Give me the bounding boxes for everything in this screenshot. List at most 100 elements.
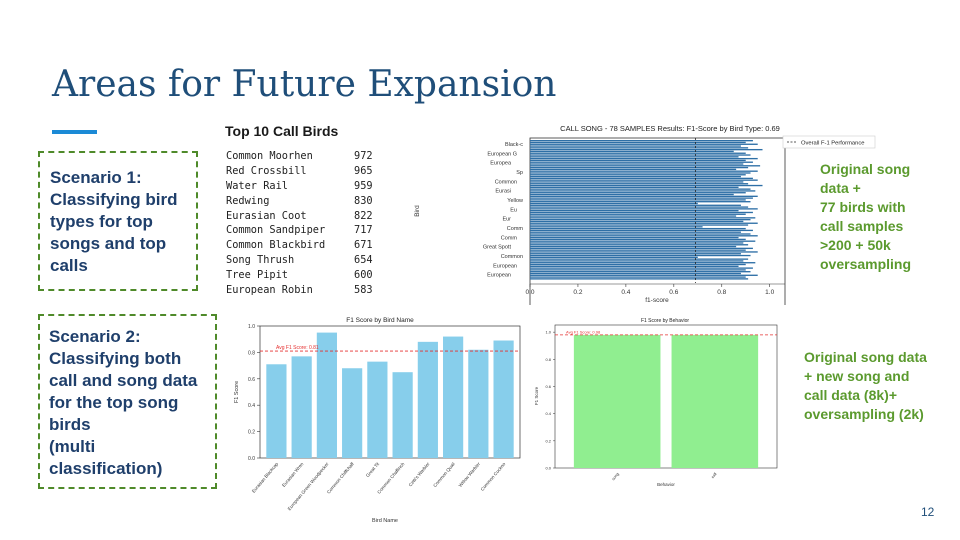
bar bbox=[530, 272, 741, 275]
note-line: Original song data bbox=[804, 349, 927, 365]
bar bbox=[530, 251, 758, 253]
x-tick-label: European Green Woodpecker bbox=[287, 461, 330, 511]
bar bbox=[530, 143, 758, 145]
note-line: + new song and bbox=[804, 368, 910, 384]
y-tick-label: 0.8 bbox=[545, 357, 551, 362]
top-calls-list: Common Moorhen 972 Red Crossbill 965 Water… bbox=[226, 150, 373, 299]
y-tick-label: Black-c bbox=[505, 142, 523, 148]
bar bbox=[530, 235, 758, 237]
reference-label: Avg F1 Score: 0.81 bbox=[276, 345, 319, 351]
bar bbox=[530, 254, 751, 257]
y-axis-label: F1 Score bbox=[234, 381, 240, 403]
scenario-2-line: Classifying both bbox=[49, 349, 182, 368]
y-axis: 0.0 0.2 0.4 0.6 0.8 1.0 bbox=[248, 324, 260, 462]
bar bbox=[530, 184, 763, 187]
y-axis-label: F1 Score bbox=[534, 386, 539, 405]
scenario-1-line: types for top bbox=[50, 212, 153, 231]
bird-name: Eurasian Coot bbox=[226, 209, 307, 222]
x-tick-label: Great Tit bbox=[365, 461, 381, 478]
y-tick-label: European bbox=[493, 263, 517, 269]
bar bbox=[530, 210, 739, 212]
y-tick-label: 0.4 bbox=[545, 411, 551, 416]
reference-label: Avg F1 Score: 0.98 bbox=[566, 329, 601, 334]
bar bbox=[266, 364, 287, 458]
bar bbox=[530, 258, 749, 260]
plot-frame bbox=[259, 325, 521, 459]
y-tick-label: 0.8 bbox=[248, 350, 255, 356]
bar bbox=[530, 195, 758, 197]
bar bbox=[530, 227, 746, 230]
chart-title: CALL SONG - 78 SAMPLES Results: F1-Score… bbox=[560, 124, 780, 133]
bar bbox=[530, 170, 758, 172]
bird-name: Water Rail bbox=[226, 179, 288, 192]
bar bbox=[530, 220, 744, 223]
bar bbox=[530, 159, 746, 162]
bar bbox=[530, 183, 749, 185]
bar bbox=[392, 372, 413, 458]
y-tick-label: Comm bbox=[501, 235, 518, 241]
bar bbox=[367, 361, 388, 458]
bar bbox=[530, 154, 751, 156]
x-tick-label: song bbox=[611, 471, 620, 481]
bars-group bbox=[573, 334, 759, 468]
bird-name: Common Sandpiper bbox=[226, 224, 326, 237]
bird-count: 822 bbox=[354, 209, 373, 222]
scenario-2-line: classification) bbox=[49, 459, 163, 478]
x-tick-label: Eurasian Blackcap bbox=[251, 461, 280, 494]
bar bbox=[530, 222, 758, 224]
x-tick-label: 0.8 bbox=[717, 289, 726, 296]
y-tick-label: 0.2 bbox=[545, 438, 551, 443]
bar bbox=[530, 152, 746, 154]
bar bbox=[530, 174, 746, 176]
note-line: oversampling bbox=[820, 256, 912, 272]
list-item: European Robin 583 bbox=[226, 284, 373, 299]
note-line: call samples bbox=[820, 218, 904, 234]
scenario-2-line: Scenario 2: bbox=[49, 327, 141, 346]
bar bbox=[530, 213, 746, 215]
scenario-2-line: birds bbox=[49, 415, 91, 434]
y-tick-label: 0.0 bbox=[545, 466, 551, 471]
bar bbox=[530, 253, 741, 255]
bird-count: 965 bbox=[354, 164, 373, 177]
y-tick-label: 0.2 bbox=[248, 430, 255, 436]
bar bbox=[530, 202, 698, 205]
bar bbox=[530, 156, 739, 158]
bar bbox=[530, 166, 749, 169]
bar bbox=[530, 260, 744, 262]
note-line: call data (8k)+ bbox=[804, 387, 897, 403]
x-tick-label: Common Cuckoo bbox=[480, 461, 507, 492]
y-tick-label: Comm bbox=[507, 226, 524, 232]
x-axis: 0.0 0.2 0.4 0.6 0.8 1.0 bbox=[525, 283, 785, 296]
bar bbox=[316, 332, 337, 458]
bar bbox=[530, 229, 753, 232]
bar bbox=[530, 276, 746, 278]
y-tick-label: Common bbox=[495, 179, 517, 185]
bar bbox=[530, 193, 734, 196]
bar bbox=[530, 163, 744, 165]
bird-count: 717 bbox=[354, 224, 373, 237]
chart-title: F1 Score by Bird Name bbox=[346, 317, 414, 324]
bar bbox=[530, 179, 758, 181]
bird-name: Common Moorhen bbox=[226, 150, 313, 162]
bar bbox=[530, 263, 746, 266]
list-item: Common Blackbird 671 bbox=[226, 239, 373, 254]
bar bbox=[468, 349, 489, 458]
bird-count: 972 bbox=[354, 150, 373, 162]
bars-group bbox=[530, 140, 763, 280]
y-tick-label: 0.0 bbox=[248, 456, 255, 462]
bar bbox=[671, 334, 759, 468]
scenario-1-line: Scenario 1: bbox=[50, 168, 142, 187]
bar bbox=[530, 201, 751, 203]
bar bbox=[530, 140, 753, 142]
bar bbox=[530, 197, 753, 199]
y-tick-label: European bbox=[487, 273, 511, 279]
bar bbox=[530, 271, 751, 273]
scenario-2-line: for the top song bbox=[49, 393, 179, 412]
list-item: Common Moorhen 972 bbox=[226, 150, 373, 165]
scenario-2-line: (multi bbox=[49, 437, 96, 456]
title-accent-bar bbox=[52, 130, 97, 134]
bar bbox=[530, 147, 749, 149]
bird-name: Red Crossbill bbox=[226, 164, 307, 177]
top-calls-title: Top 10 Call Birds bbox=[225, 123, 339, 139]
bar bbox=[530, 215, 737, 217]
